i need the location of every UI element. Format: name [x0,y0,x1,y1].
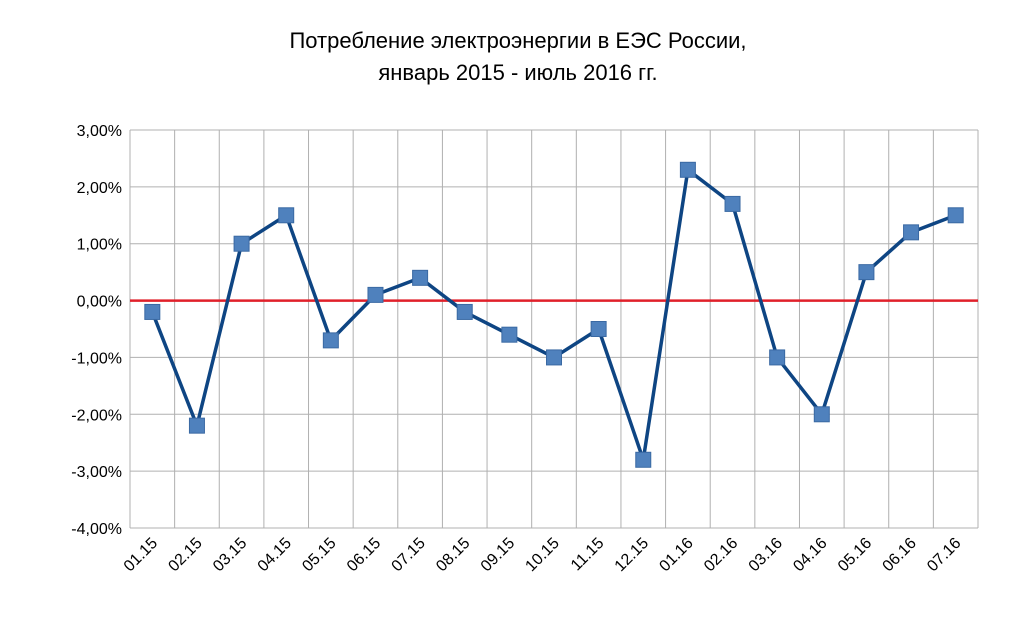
x-tick-label: 06.16 [880,535,920,575]
marker [501,326,518,343]
y-tick-label: -1,00% [71,350,122,367]
marker [412,269,429,286]
marker [546,349,562,366]
marker [188,417,205,434]
x-tick-label: 07.16 [924,535,964,575]
y-tick-label: -3,00% [71,464,122,481]
marker [278,207,295,224]
y-tick-label: 3,00% [77,123,122,140]
x-tick-label: 05.16 [835,535,875,575]
x-tick-label: 09.15 [478,535,518,575]
chart-title: январь 2015 - июль 2016 гг. [378,60,657,85]
marker [322,332,339,349]
marker [456,303,473,320]
x-tick-label: 05.15 [299,535,339,575]
x-tick-label: 07.15 [389,535,429,575]
marker [367,286,384,303]
x-tick-label: 08.15 [433,535,473,575]
y-tick-label: -2,00% [71,407,122,424]
x-tick-label: 02.15 [165,535,205,575]
x-tick-label: 11.15 [568,535,608,575]
marker [144,303,161,320]
y-tick-label: -4,00% [71,521,122,538]
y-tick-label: 1,00% [77,237,122,254]
x-tick-label: 12.15 [612,535,652,575]
marker [590,321,607,337]
x-tick-label: 06.15 [344,535,384,575]
x-tick-label: 03.16 [746,535,786,575]
x-tick-label: 04.15 [255,535,295,575]
x-tick-label: 02.16 [701,535,741,575]
chart-title: Потребление электроэнергии в ЕЭС России, [289,28,746,53]
marker [724,195,741,212]
line [150,168,957,462]
y-tick-label: 0,00% [77,294,122,311]
marker [947,207,964,224]
x-tick-label: 01.15 [121,535,161,575]
y-tick-label: 2,00% [77,180,122,197]
x-tick-label: 10.15 [522,535,562,575]
marker [903,224,920,241]
x-tick-label: 03.15 [210,535,250,575]
marker [769,349,786,366]
x-tick-label: 01.16 [656,535,696,575]
marker [635,451,652,468]
marker [679,161,696,178]
marker [233,235,250,252]
marker [858,264,875,281]
x-tick-label: 04.16 [790,535,830,575]
marker [813,406,830,423]
